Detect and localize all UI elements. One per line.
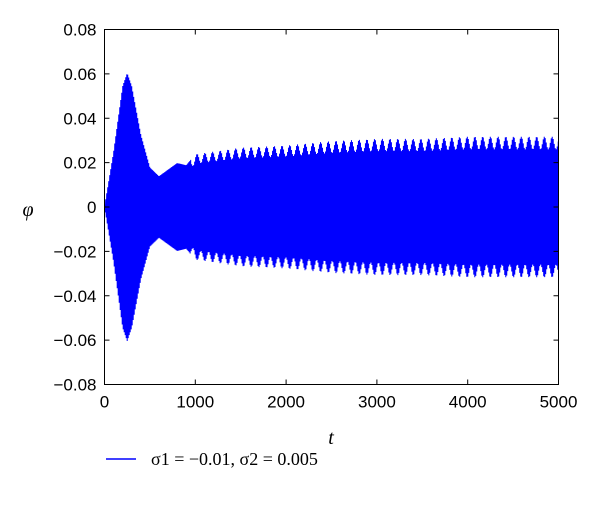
x-tick-label: 3000	[358, 393, 396, 412]
series-group	[104, 74, 559, 341]
legend-label: σ1 = −0.01, σ2 = 0.005	[151, 449, 318, 469]
y-tick-label: −0.02	[53, 242, 96, 261]
x-tick-label: 5000	[540, 393, 578, 412]
x-tick-label: 2000	[267, 393, 305, 412]
x-tick-label: 4000	[449, 393, 487, 412]
y-axis-label: φ	[22, 199, 33, 221]
y-tick-label: 0.02	[63, 154, 96, 173]
y-tick-label: 0.04	[63, 109, 96, 128]
ticks	[104, 29, 559, 385]
tick-labels: 0 1000 2000 3000 4000 50000.080.060.040.020−0…	[53, 21, 577, 412]
x-axis-label: t	[328, 427, 334, 449]
series-line	[104, 74, 559, 341]
y-tick-label: −0.06	[53, 331, 96, 350]
legend: σ1 = −0.01, σ2 = 0.005	[106, 449, 318, 469]
x-tick-label: 1000	[176, 393, 214, 412]
y-tick-label: 0	[87, 198, 96, 217]
y-tick-label: 0.08	[63, 21, 96, 40]
y-tick-label: −0.08	[53, 376, 96, 395]
y-tick-label: 0.06	[63, 65, 96, 84]
x-tick-label: 0	[100, 393, 109, 412]
y-tick-label: −0.04	[53, 287, 96, 306]
